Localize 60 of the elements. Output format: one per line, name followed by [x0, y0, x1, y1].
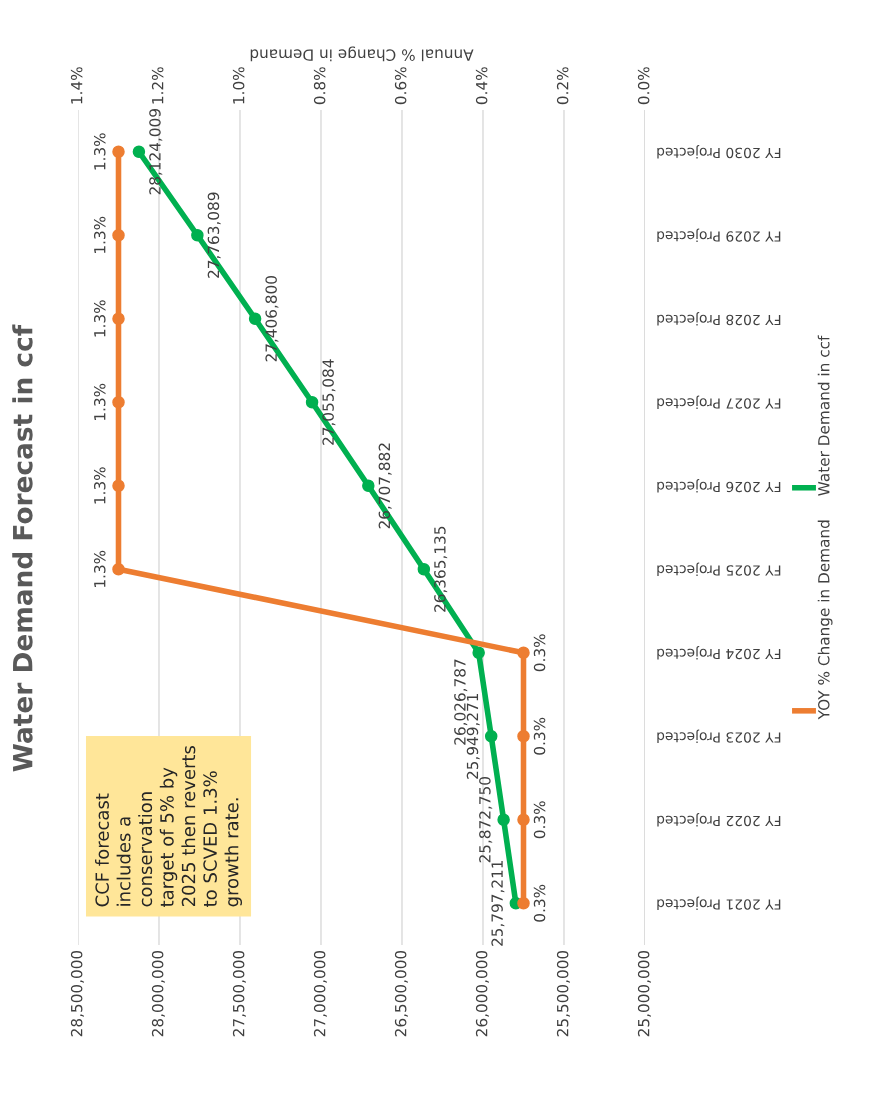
data-label: 1.3%	[93, 216, 106, 253]
y-tick-label: FY 2029 Projected	[657, 228, 781, 242]
data-label: 1.3%	[93, 467, 106, 504]
x-tick-label: 26,500,000	[394, 950, 408, 1037]
x2-tick-label: 1.2%	[151, 67, 164, 104]
x2-tick-label: 0.8%	[313, 67, 326, 105]
y-tick-label: FY 2026 Projected	[657, 479, 781, 493]
x-tick-label: 27,000,000	[313, 950, 327, 1037]
data-label: 25,797,211	[491, 860, 505, 946]
x-tick-label: 28,000,000	[151, 950, 165, 1037]
y-tick-label: FY 2024 Projected	[657, 646, 781, 660]
text: YOY % Change in Demand	[817, 520, 833, 720]
y-tick-label: FY 2021 Projected	[657, 896, 781, 910]
data-label: 27,763,089	[207, 192, 221, 278]
data-label: 27,055,084	[322, 359, 336, 445]
y-tick-label: FY 2030 Projected	[657, 145, 781, 159]
y-tick-label: FY 2025 Projected	[657, 562, 781, 576]
data-label: 25,872,750	[479, 777, 493, 863]
data-label: 0.3%	[533, 717, 546, 755]
data-label: 26,365,135	[434, 526, 448, 612]
y-tick-label: FY 2027 Projected	[657, 395, 781, 409]
data-label: 27,406,800	[265, 276, 279, 362]
x2-tick-label: 0.2%	[556, 67, 569, 105]
point	[484, 729, 498, 743]
x2-tick-label: 0.0%	[637, 67, 650, 105]
y-tick-label: FY 2028 Projected	[657, 312, 781, 326]
x-tick-label: 25,500,000	[556, 950, 570, 1037]
x2-tick-label: 0.4%	[475, 67, 488, 105]
point	[305, 395, 319, 409]
x2-axis-title: Annual % Change in Demand	[250, 46, 474, 62]
y-tick-label: FY 2022 Projected	[657, 813, 781, 827]
x-tick-label: 25,000,000	[637, 950, 651, 1037]
x2-tick-label: 1.4%	[70, 67, 83, 104]
data-label: 0.3%	[533, 634, 546, 672]
text: Water Demand in ccf	[817, 335, 830, 496]
point	[191, 228, 204, 242]
data-label: 28,124,009	[149, 109, 163, 195]
point	[248, 312, 262, 326]
point	[472, 646, 485, 660]
data-label: 26,707,882	[378, 443, 392, 529]
data-label: 1.3%	[93, 300, 106, 337]
data-label: 1.3%	[93, 383, 106, 420]
data-label: 0.3%	[533, 801, 546, 839]
point	[362, 479, 375, 493]
y-tick-label: FY 2023 Projected	[657, 729, 781, 743]
annotation: CCF forecast includes a conservation target of 5% by 2025 then reverts to SCVED 1.3% growth rate.	[95, 745, 243, 907]
point	[497, 813, 510, 827]
x2-tick-label: 0.6%	[394, 67, 407, 105]
data-label: 26,026,787	[454, 659, 468, 745]
data-label: 0.3%	[533, 884, 546, 922]
data-label: 1.3%	[93, 133, 106, 170]
x2-tick-label: 1.0%	[232, 67, 245, 104]
text: Water Demand Forecast in ccf	[12, 324, 33, 772]
data-label: 25,949,271	[466, 693, 480, 779]
point	[417, 562, 431, 576]
x-tick-label: 27,500,000	[232, 950, 246, 1037]
x-tick-label: 28,500,000	[70, 950, 84, 1037]
x-tick-label: 26,000,000	[475, 950, 489, 1037]
point	[132, 145, 146, 159]
data-label: 1.3%	[93, 550, 106, 587]
